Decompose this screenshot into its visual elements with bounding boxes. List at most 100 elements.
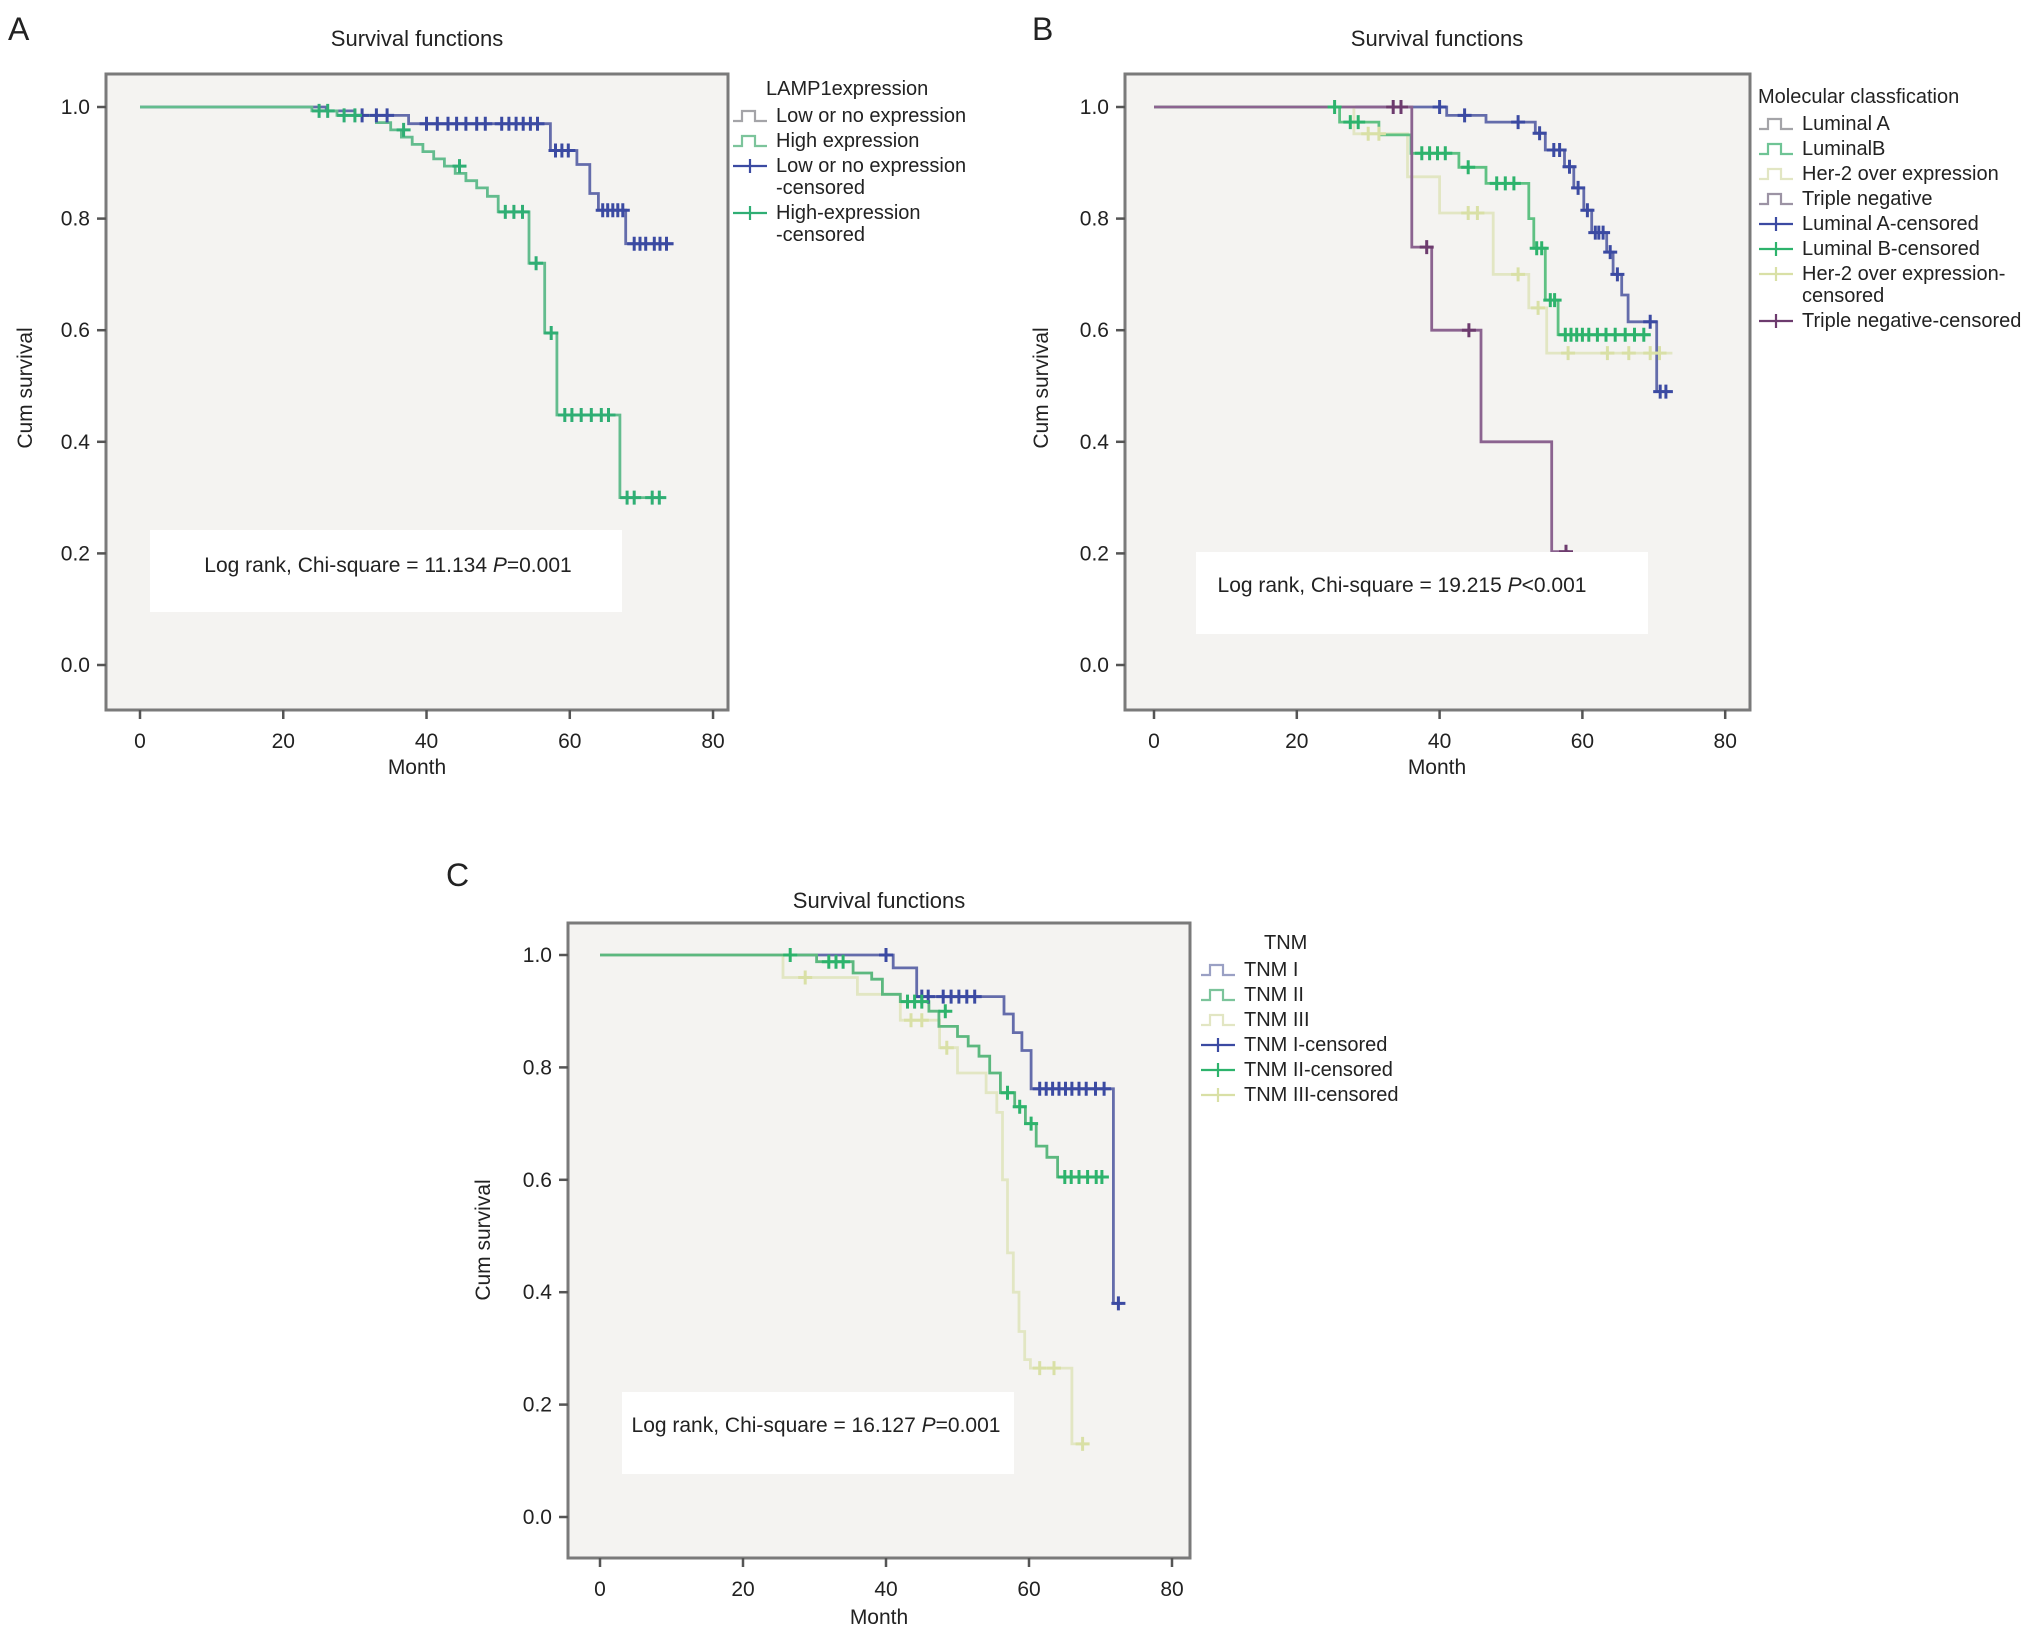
x-axis-label: Month <box>388 756 446 779</box>
swatch-shape <box>1201 1013 1235 1027</box>
x-axis-label: Month <box>850 1606 908 1628</box>
km-censor-marks-low-or-no-expression <box>355 108 674 251</box>
step-line-swatch-icon <box>1759 142 1793 156</box>
annotation-after-p: <0.001 <box>1522 574 1587 597</box>
y-tick-label: 0.4 <box>523 1281 553 1304</box>
y-axis-label: Cum survival <box>14 327 37 448</box>
legend-item-tnm-ii-censored: TNM II-censored <box>1200 1059 1500 1081</box>
y-tick-label: 1.0 <box>523 944 552 967</box>
legend-item-label: Low or no expression -censored <box>776 155 967 199</box>
x-tick-label: 80 <box>1160 1578 1183 1601</box>
legend-item-label: TNM III <box>1244 1009 1310 1031</box>
swatch-shape <box>1759 117 1793 131</box>
legend-title: LAMP1expression <box>766 78 929 100</box>
annotation-before-p: Log rank, Chi-square = 16.127 <box>632 1414 922 1437</box>
x-tick-label: 40 <box>874 1578 897 1601</box>
legend-title: TNM <box>1264 932 1308 954</box>
annotation-p-symbol: P <box>922 1414 936 1437</box>
km-censor-marks-tnm-ii <box>783 948 1109 1184</box>
panel-letter: B <box>1032 11 1053 47</box>
swatch-shape <box>733 159 767 173</box>
legend-item-label: Low or no expression <box>776 105 967 127</box>
chart-title: Survival functions <box>793 888 965 913</box>
step-line-swatch-icon <box>1201 963 1235 977</box>
chart-title: Survival functions <box>331 26 503 51</box>
legend-item-label: Luminal A <box>1802 113 1890 135</box>
x-tick-label: 60 <box>558 730 581 753</box>
x-tick-label: 60 <box>1017 1578 1040 1601</box>
legend-item-tnm-iii-censored: TNM III-censored <box>1200 1084 1500 1106</box>
legend-item-label: TNM II-censored <box>1244 1059 1393 1081</box>
y-tick-label: 0.0 <box>61 654 90 677</box>
legend-item-triple-negative-censored: Triple negative-censored <box>1758 310 2031 332</box>
y-tick-label: 0.2 <box>1080 542 1109 565</box>
chart-title: Survival functions <box>1351 26 1523 51</box>
x-tick-label: 80 <box>1714 730 1737 753</box>
step-line-swatch-icon <box>1201 1013 1235 1027</box>
swatch-shape <box>1201 1063 1235 1077</box>
legend-item-high-expression: High expression <box>732 130 1042 152</box>
swatch-shape <box>1201 1038 1235 1052</box>
y-tick-label: 0.2 <box>61 542 90 565</box>
km-censor-marks-high-expression <box>312 103 667 505</box>
legend-item-label: TNM I-censored <box>1244 1034 1388 1056</box>
x-axis-label: Month <box>1408 756 1466 779</box>
legend-item-low-or-no-expression: Low or no expression <box>732 105 1042 127</box>
swatch-shape <box>1201 988 1235 1002</box>
legend-item-luminal-a: Luminal A <box>1758 113 2031 135</box>
swatch-shape <box>1201 963 1235 977</box>
annotation-p-symbol: P <box>493 554 507 577</box>
legend-item-label: High expression <box>776 130 920 152</box>
plot-frame <box>104 72 730 712</box>
y-tick-label: 0.0 <box>1080 654 1109 677</box>
legend-item-label: Luminal B-censored <box>1802 238 1980 260</box>
y-tick-label: 0.8 <box>1080 208 1109 231</box>
x-tick-label: 60 <box>1571 730 1594 753</box>
km-censor-marks-luminal-a <box>1432 100 1673 399</box>
legend-title: Molecular classfication <box>1758 86 1960 108</box>
legend-item-label: Her-2 over expression <box>1802 163 1999 185</box>
annotation-before-p: Log rank, Chi-square = 19.215 <box>1218 574 1508 597</box>
y-tick-label: 0.8 <box>61 208 90 231</box>
legend-item-label: High-expression -censored <box>776 202 921 246</box>
censor-plus-swatch-icon <box>1759 314 1793 328</box>
legend-item-label: TNM II <box>1244 984 1304 1006</box>
annotation-before-p: Log rank, Chi-square = 11.134 <box>204 554 493 577</box>
annotation-box <box>622 1392 1014 1474</box>
km-censor-marks-tnm-i <box>879 948 1126 1311</box>
swatch-shape <box>733 109 767 123</box>
panel-C: C Survival functions 0 20 40 60 80 0.0 0.2 0.4 0.6… <box>446 857 1192 1628</box>
km-curve-luminal-a <box>1154 105 1672 393</box>
swatch-shape <box>733 134 767 148</box>
km-censor-marks-luminalb <box>1327 100 1651 342</box>
swatch-shape <box>1759 242 1793 256</box>
legend-B: Molecular classfication Luminal A LuminalB… <box>1758 86 2031 335</box>
km-censor-marks-her-2-over-expression <box>1361 126 1667 361</box>
swatch-shape <box>733 206 767 220</box>
x-tick-label: 0 <box>134 730 146 753</box>
y-tick-label: 0.2 <box>523 1394 552 1417</box>
x-tick-label: 40 <box>415 730 438 753</box>
panel-A: A Survival functions 0 20 40 60 80 0.0 0.2 0.4 0.6… <box>8 11 730 779</box>
km-curve-tnm-ii <box>600 953 1107 1179</box>
annotation-p-symbol: P <box>1508 574 1522 597</box>
step-line-swatch-icon <box>733 134 767 148</box>
legend-item-tnm-ii: TNM II <box>1200 984 1500 1006</box>
step-line-swatch-icon <box>1759 192 1793 206</box>
censor-plus-swatch-icon <box>1201 1088 1235 1102</box>
annotation-box <box>150 530 622 612</box>
legend-item-label: Triple negative-censored <box>1802 310 2022 332</box>
y-tick-label: 0.8 <box>523 1056 552 1079</box>
log-rank-annotation: Log rank, Chi-square = 19.215 P<0.001 <box>1218 574 1587 597</box>
swatch-shape <box>1759 217 1793 231</box>
annotation-box <box>1196 552 1648 634</box>
x-tick-label: 20 <box>272 730 295 753</box>
y-tick-label: 0.6 <box>523 1169 552 1192</box>
legend-item-tnm-i-censored: TNM I-censored <box>1200 1034 1500 1056</box>
km-censor-marks-triple-negative <box>1386 100 1573 559</box>
legend-A: LAMP1expression Low or no expression High … <box>732 78 1042 249</box>
log-rank-annotation: Log rank, Chi-square = 11.134 P=0.001 <box>204 554 571 577</box>
y-axis-label: Cum survival <box>472 1179 495 1300</box>
legend-item-label: TNM III-censored <box>1244 1084 1399 1106</box>
